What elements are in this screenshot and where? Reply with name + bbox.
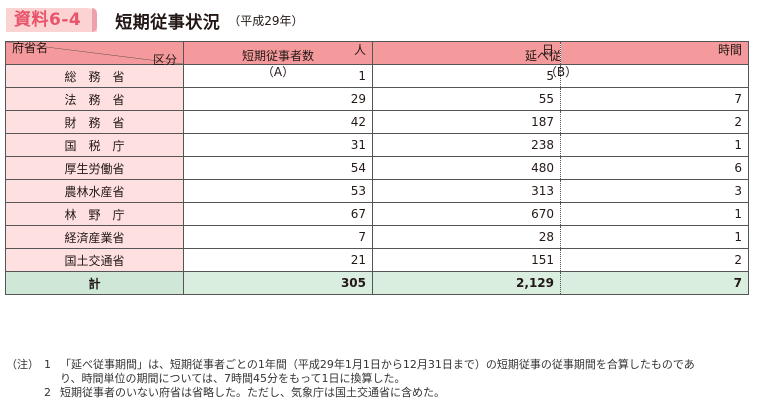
page-title: 短期従事状況	[115, 12, 221, 33]
total-hours: 7	[560, 271, 749, 295]
persons-value: 7	[183, 225, 373, 249]
persons-value: 67	[183, 202, 373, 226]
days-value: 28	[372, 225, 561, 249]
table-row: 経済産業省 7 28 1	[5, 225, 749, 249]
days-value: 238	[372, 133, 561, 157]
days-value: 55	[372, 87, 561, 111]
footnote-number: 2	[44, 386, 51, 399]
header-persons-unit: 人	[353, 43, 366, 57]
footnote-text: 「延べ従事期間」は、短期従事者ごとの1年間（平成29年1月1日から12月31日ま…	[60, 358, 695, 371]
hours-value: 1	[560, 225, 749, 249]
footnote-text: り、時間単位の期間については、7時間45分をもって1日に換算した。	[60, 372, 406, 385]
footnote-1-continued: り、時間単位の期間については、7時間45分をもって1日に換算した。	[60, 372, 695, 386]
persons-value: 53	[183, 179, 373, 203]
table-row: 財 務 省 42 187 2	[5, 110, 749, 134]
days-value: 187	[372, 110, 561, 134]
persons-value: 54	[183, 156, 373, 180]
table-row: 国土交通省 21 151 2	[5, 248, 749, 272]
hours-value: 3	[560, 179, 749, 203]
footnote-prefix: （注）	[6, 358, 39, 371]
hours-value: 2	[560, 248, 749, 272]
days-value: 480	[372, 156, 561, 180]
table-row: 法 務 省 29 55 7	[5, 87, 749, 111]
header-period-sub: （B）	[544, 65, 578, 79]
hours-value: 1	[560, 133, 749, 157]
header-persons-sub: （A）	[261, 65, 295, 79]
days-value: 313	[372, 179, 561, 203]
hours-value: 6	[560, 156, 749, 180]
page-subtitle: （平成29年）	[228, 13, 304, 28]
persons-value: 42	[183, 110, 373, 134]
header-persons-title: 短期従事者数	[241, 49, 314, 63]
figure-number-badge: 資料6-4	[6, 8, 98, 32]
total-days: 2,129	[372, 271, 561, 295]
corner-header-cell: 区分 府省名	[5, 41, 184, 67]
header-days-unit: 日	[541, 43, 554, 57]
persons-value: 29	[183, 87, 373, 111]
ministry-name: 国 税 庁	[5, 133, 184, 157]
ministry-name: 財 務 省	[5, 110, 184, 134]
persons-value: 31	[183, 133, 373, 157]
ministry-name: 国土交通省	[5, 248, 184, 272]
days-value: 5	[372, 64, 561, 88]
total-label: 計	[5, 271, 184, 295]
days-value: 670	[372, 202, 561, 226]
ministry-name: 経済産業省	[5, 225, 184, 249]
header-persons: 短期従事者数 （A） 人	[183, 41, 373, 79]
footnotes: （注） 1 「延べ従事期間」は、短期従事者ごとの1年間（平成29年1月1日から1…	[6, 358, 695, 400]
days-value: 151	[372, 248, 561, 272]
ministry-label: 府省名	[12, 41, 49, 55]
persons-value: 21	[183, 248, 373, 272]
footnote-number: 1	[44, 358, 51, 371]
header-hours: 時間	[560, 41, 749, 65]
category-label: 区分	[152, 53, 177, 67]
document-header: 資料6-4 短期従事状況 （平成29年）	[6, 7, 304, 33]
ministry-name: 林 野 庁	[5, 202, 184, 226]
table-row: 厚生労働省 54 480 6	[5, 156, 749, 180]
ministry-name: 法 務 省	[5, 87, 184, 111]
diagonal-divider	[6, 42, 183, 64]
hours-value: 2	[560, 110, 749, 134]
header-days: 延べ従事期間 （B） 日	[372, 41, 597, 79]
hours-value	[560, 64, 749, 88]
ministry-name: 農林水産省	[5, 179, 184, 203]
footnote-2: 2 短期従事者のいない府省は省略した。ただし、気象庁は国土交通省に含めた。	[6, 386, 695, 400]
footnote-text: 短期従事者のいない府省は省略した。ただし、気象庁は国土交通省に含めた。	[60, 386, 445, 399]
table-row: 国 税 庁 31 238 1	[5, 133, 749, 157]
header-hours-unit: 時間	[717, 43, 742, 57]
table-row: 農林水産省 53 313 3	[5, 179, 749, 203]
table-row: 林 野 庁 67 670 1	[5, 202, 749, 226]
footnote-1: （注） 1 「延べ従事期間」は、短期従事者ごとの1年間（平成29年1月1日から1…	[6, 358, 695, 372]
table-header-row: 区分 府省名 短期従事者数 （A） 人 延べ従事期間 （B） 日 時間	[5, 41, 749, 79]
total-row: 計 305 2,129 7	[5, 271, 749, 295]
hours-value: 1	[560, 202, 749, 226]
data-table: 区分 府省名 短期従事者数 （A） 人 延べ従事期間 （B） 日 時間 総 務 …	[5, 41, 749, 295]
total-persons: 305	[183, 271, 373, 295]
ministry-name: 厚生労働省	[5, 156, 184, 180]
hours-value: 7	[560, 87, 749, 111]
